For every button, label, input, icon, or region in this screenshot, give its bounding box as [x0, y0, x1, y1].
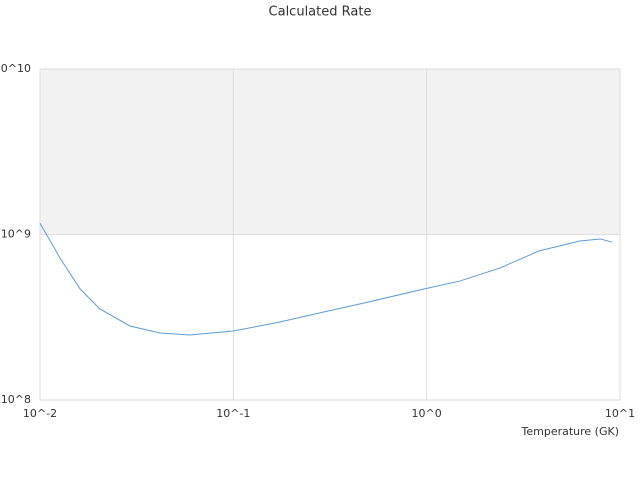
y-tick-label: 10^9 — [1, 228, 31, 241]
data-line — [39, 222, 613, 336]
y-tick-label: 10^8 — [1, 393, 31, 406]
x-tick-label: 10^-2 — [23, 407, 57, 420]
x-tick-label: 10^1 — [605, 407, 635, 420]
x-tick-label: 10^0 — [412, 407, 442, 420]
plot-band — [40, 69, 620, 235]
x-axis-label: Temperature (GK) — [521, 425, 620, 438]
x-tick-label: 10^-1 — [216, 407, 250, 420]
y-tick-label: 10^10 — [0, 62, 31, 75]
chart-title: Calculated Rate — [269, 5, 372, 20]
